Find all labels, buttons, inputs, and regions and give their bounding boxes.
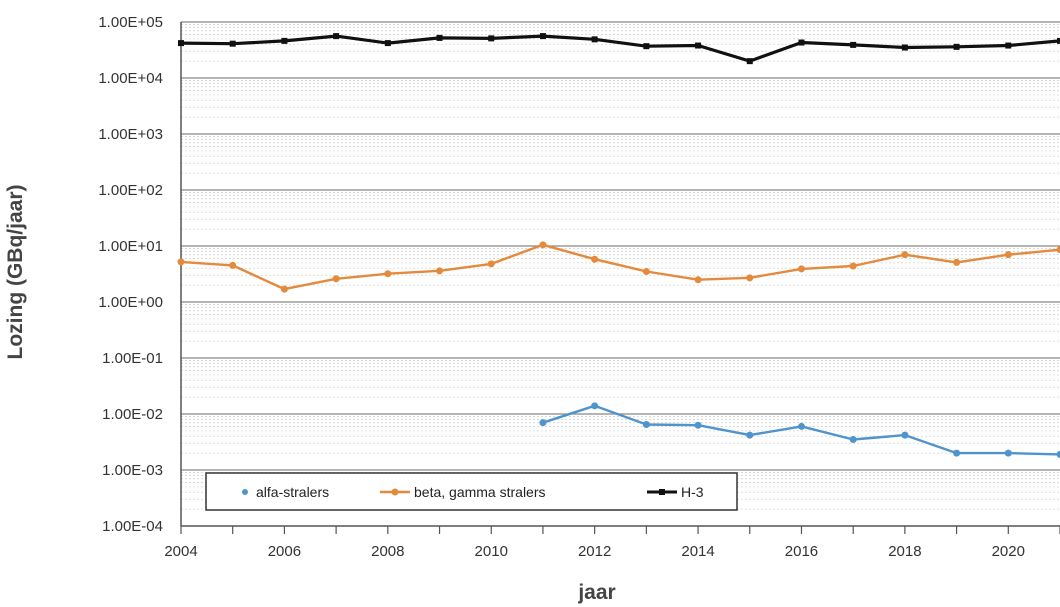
data-point-h-3 — [229, 40, 236, 47]
x-axis-labels: 2004 2006 2008 2010 2012 2014 2016 2018 2020 — [164, 543, 1025, 560]
data-point-alfa-stralers — [746, 431, 754, 439]
y-tick-label: 1.00E+01 — [98, 238, 163, 255]
data-point-beta-gamma-stralers — [797, 265, 805, 273]
data-point-beta-gamma-stralers — [332, 275, 340, 283]
y-tick-label: 1.00E-04 — [102, 518, 163, 535]
y-axis-title: Lozing (GBq/jaar) — [4, 185, 27, 360]
legend-marker-h3 — [659, 489, 665, 495]
legend-marker-beta-gamma-stralers — [391, 488, 399, 496]
data-point-alfa-stralers — [901, 431, 909, 439]
data-point-alfa-stralers — [539, 419, 547, 427]
plot-area — [181, 22, 1060, 526]
legend-label-alfa-stralers: alfa-stralers — [256, 484, 329, 500]
data-point-h-3 — [798, 39, 805, 46]
data-point-beta-gamma-stralers — [694, 276, 702, 284]
x-tick-label: 2010 — [475, 543, 508, 560]
data-point-beta-gamma-stralers — [953, 258, 961, 266]
x-tick-label: 2004 — [164, 543, 197, 560]
data-point-beta-gamma-stralers — [436, 267, 444, 275]
y-tick-label: 1.00E+02 — [98, 182, 163, 199]
data-point-beta-gamma-stralers — [746, 274, 754, 282]
y-tick-label: 1.00E+00 — [98, 294, 163, 311]
data-point-beta-gamma-stralers — [901, 251, 909, 259]
data-point-alfa-stralers — [591, 402, 599, 410]
data-point-beta-gamma-stralers — [384, 270, 392, 278]
legend-marker-alfa-stralers — [242, 489, 248, 495]
data-point-beta-gamma-stralers — [280, 285, 288, 293]
y-axis-labels: 1.00E-04 1.00E-03 1.00E-02 1.00E-01 1.00E+00… — [98, 14, 163, 535]
data-point-alfa-stralers — [694, 421, 702, 429]
data-point-beta-gamma-stralers — [591, 255, 599, 263]
y-tick-label: 1.00E+05 — [98, 14, 163, 31]
x-tick-label: 2006 — [268, 543, 301, 560]
data-point-h-3 — [591, 36, 598, 43]
data-point-h-3 — [901, 44, 908, 51]
data-point-h-3 — [1005, 42, 1012, 49]
data-point-beta-gamma-stralers — [642, 268, 650, 276]
data-point-beta-gamma-stralers — [177, 258, 185, 266]
data-point-beta-gamma-stralers — [1056, 246, 1060, 254]
data-point-h-3 — [746, 58, 753, 65]
data-point-beta-gamma-stralers — [487, 260, 495, 268]
x-tick-label: 2014 — [681, 543, 714, 560]
x-tick-label: 2012 — [578, 543, 611, 560]
data-point-h-3 — [953, 43, 960, 50]
data-point-h-3 — [281, 37, 288, 44]
data-point-h-3 — [384, 40, 391, 47]
data-point-alfa-stralers — [1004, 449, 1012, 457]
data-point-alfa-stralers — [849, 436, 857, 444]
legend: alfa-stralers beta, gamma stralers H-3 — [205, 472, 738, 511]
legend-label-h3: H-3 — [681, 484, 704, 500]
x-axis-title: jaar — [577, 581, 615, 604]
y-tick-label: 1.00E+04 — [98, 70, 163, 87]
y-tick-label: 1.00E-03 — [102, 462, 163, 479]
x-tick-label: 2008 — [371, 543, 404, 560]
data-point-h-3 — [539, 33, 546, 40]
series-beta-gamma-stralers — [177, 241, 1060, 293]
data-point-h-3 — [178, 40, 184, 47]
series-line-h-3 — [180, 34, 1060, 63]
legend-label-beta-gamma-stralers: beta, gamma stralers — [414, 484, 546, 500]
data-point-h-3 — [1057, 37, 1060, 44]
data-point-h-3 — [436, 34, 443, 41]
data-point-beta-gamma-stralers — [539, 241, 547, 249]
series-line-beta-gamma-stralers — [180, 243, 1060, 291]
data-point-alfa-stralers — [642, 420, 650, 428]
x-tick-label: 2020 — [992, 543, 1025, 560]
data-point-alfa-stralers — [953, 449, 961, 457]
data-point-beta-gamma-stralers — [849, 262, 857, 270]
data-point-beta-gamma-stralers — [229, 261, 237, 269]
x-tick-label: 2018 — [888, 543, 921, 560]
data-point-h-3 — [643, 43, 650, 50]
y-tick-label: 1.00E-02 — [102, 406, 163, 423]
data-point-beta-gamma-stralers — [1004, 251, 1012, 259]
series-h-3 — [178, 33, 1060, 65]
minor-gridlines — [181, 24, 1060, 510]
data-point-alfa-stralers — [1056, 450, 1060, 458]
data-point-h-3 — [695, 42, 702, 49]
data-point-h-3 — [488, 35, 495, 42]
x-tick-label: 2016 — [785, 543, 818, 560]
y-tick-label: 1.00E+03 — [98, 126, 163, 143]
series-alfa-stralers — [539, 402, 1060, 458]
series-layer — [177, 33, 1060, 458]
data-point-h-3 — [850, 41, 857, 48]
data-point-h-3 — [333, 33, 340, 40]
x-axis-ticks — [180, 526, 1060, 534]
data-point-alfa-stralers — [797, 422, 805, 430]
y-tick-label: 1.00E-01 — [102, 350, 163, 367]
